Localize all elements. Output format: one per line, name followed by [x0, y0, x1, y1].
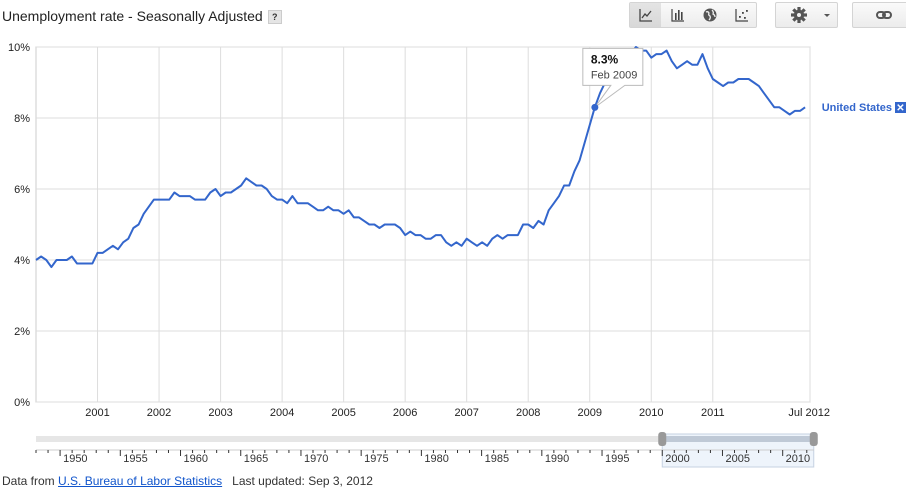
- data-point-highlight: [591, 103, 599, 111]
- range-label: 1985: [485, 453, 509, 465]
- tooltip-value: 8.3%: [591, 52, 619, 66]
- range-label: 2010: [786, 453, 810, 465]
- y-axis-ticks: 0% 2% 4% 6% 8% 10%: [8, 42, 30, 409]
- legend-remove-icon[interactable]: [895, 102, 906, 113]
- gear-icon: [791, 7, 807, 23]
- x-tick-label: 2001: [85, 407, 109, 419]
- range-label: 2005: [725, 453, 749, 465]
- range-handle-right[interactable]: [809, 432, 818, 446]
- link-button[interactable]: [852, 2, 906, 28]
- range-selected-track: [662, 436, 814, 442]
- last-updated: Last updated: Sep 3, 2012: [232, 474, 373, 488]
- range-label: 1995: [605, 453, 629, 465]
- chart-title: Unemployment rate - Seasonally Adjusted?: [2, 8, 282, 24]
- range-label: 1970: [304, 453, 328, 465]
- x-tick-label: 2008: [516, 407, 540, 419]
- x-tick-label: 2002: [147, 407, 171, 419]
- x-tick-label: 2005: [331, 407, 355, 419]
- legend: United States ✕: [822, 102, 906, 114]
- range-label: 1975: [364, 453, 388, 465]
- y-tick-label: 10%: [8, 42, 30, 54]
- help-icon[interactable]: ?: [267, 10, 282, 24]
- source-link[interactable]: U.S. Bureau of Labor Statistics: [58, 474, 223, 488]
- y-tick-label: 6%: [14, 184, 30, 196]
- x-tick-label: 2007: [454, 407, 478, 419]
- range-track: [36, 436, 814, 442]
- legend-remove-glyph: ✕: [896, 103, 904, 114]
- settings-button[interactable]: [775, 2, 838, 28]
- y-tick-label: 2%: [14, 326, 30, 338]
- line-chart-icon[interactable]: [630, 3, 661, 27]
- chart-title-text: Unemployment rate - Seasonally Adjusted: [2, 8, 263, 24]
- footer: Data from U.S. Bureau of Labor Statistic…: [2, 474, 373, 488]
- x-tick-label: 2004: [270, 407, 294, 419]
- x-tick-label: 2009: [577, 407, 601, 419]
- plot-frame: [35, 46, 811, 403]
- range-handle-left[interactable]: [658, 432, 667, 446]
- x-tick-label: 2011: [701, 407, 725, 419]
- chart-type-toolbar: [629, 2, 757, 28]
- y-tick-label: 4%: [14, 255, 30, 267]
- link-icon: [876, 11, 892, 19]
- range-label: 1980: [424, 453, 448, 465]
- caret-down-icon: [824, 14, 830, 17]
- range-label: 1965: [244, 453, 268, 465]
- x-tick-label: Jul 2012: [788, 407, 830, 419]
- bar-chart-icon[interactable]: [662, 3, 693, 27]
- grid-lines: [35, 46, 811, 403]
- tooltip-date: Feb 2009: [591, 69, 637, 81]
- x-axis-ticks: 2001 2002 2003 2004 2005 2006 2007 2008 2009 2010…: [85, 407, 830, 419]
- tooltip: 8.3% Feb 2009: [582, 47, 644, 111]
- tooltip-box: [582, 47, 644, 108]
- x-tick-label: 2010: [639, 407, 663, 419]
- line-chart: 0%2%4%6%8%10% 2001 2002 2003 2004 2005 2006 20…: [8, 42, 906, 468]
- x-tick-label: 2006: [393, 407, 417, 419]
- map-icon[interactable]: [694, 3, 725, 27]
- range-label: 1950: [63, 453, 87, 465]
- legend-label-united-states[interactable]: United States: [822, 102, 892, 114]
- range-label: 1990: [545, 453, 569, 465]
- range-label: 1960: [184, 453, 208, 465]
- y-tick-label: 8%: [14, 113, 30, 125]
- x-tick-label: 2003: [208, 407, 232, 419]
- footer-prefix: Data from: [2, 474, 55, 488]
- range-label: 1955: [123, 453, 147, 465]
- range-label: 2000: [665, 453, 689, 465]
- scatter-chart-icon[interactable]: [726, 3, 757, 27]
- y-tick-label: 0%: [14, 397, 30, 409]
- range-selector[interactable]: 1950 1955 1960 1965 1970 1975 1980 1985 1990 1995…: [35, 432, 818, 468]
- series-line-united-states: [35, 46, 806, 269]
